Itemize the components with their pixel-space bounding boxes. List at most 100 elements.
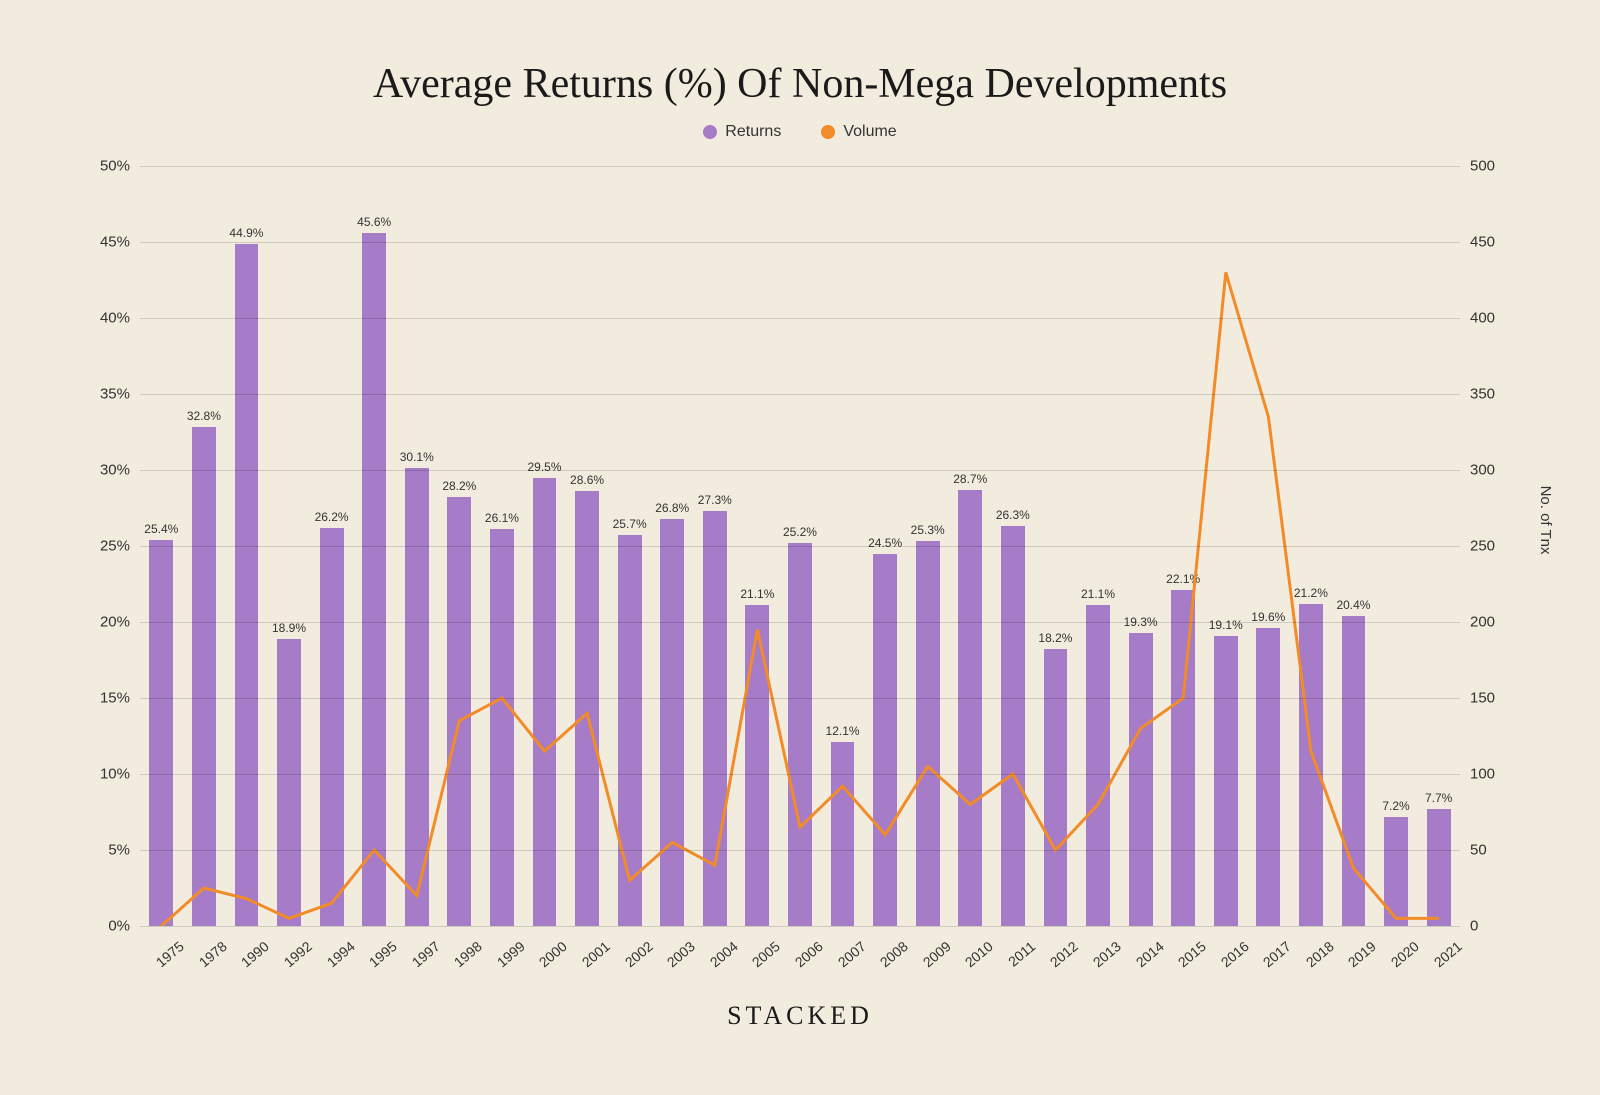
bar: 45.6% bbox=[362, 233, 386, 926]
bar-value-label: 7.2% bbox=[1382, 799, 1409, 813]
bar-value-label: 19.1% bbox=[1209, 618, 1243, 632]
grid-line bbox=[140, 242, 1460, 243]
y-left-tick: 0% bbox=[108, 918, 130, 935]
bar-value-label: 27.3% bbox=[698, 493, 732, 507]
bar-value-label: 45.6% bbox=[357, 215, 391, 229]
bar: 25.3% bbox=[916, 541, 940, 926]
x-tick-label: 2009 bbox=[919, 938, 953, 970]
y-right-tick: 50 bbox=[1470, 842, 1487, 859]
y-right-tick: 0 bbox=[1470, 918, 1478, 935]
legend-label-volume: Volume bbox=[843, 123, 896, 141]
x-tick-label: 1992 bbox=[281, 938, 315, 970]
y-left-tick: 25% bbox=[100, 538, 130, 555]
x-tick-label: 1995 bbox=[366, 938, 400, 970]
x-tick-label: 2003 bbox=[664, 938, 698, 970]
bar-value-label: 26.2% bbox=[315, 510, 349, 524]
bar-value-label: 12.1% bbox=[826, 724, 860, 738]
x-tick-label: 2021 bbox=[1430, 938, 1464, 970]
grid-line bbox=[140, 470, 1460, 471]
bar-value-label: 21.1% bbox=[1081, 587, 1115, 601]
bar: 26.8% bbox=[660, 519, 684, 926]
x-tick-label: 2011 bbox=[1005, 938, 1038, 970]
x-tick-label: 1990 bbox=[238, 938, 272, 970]
bar-value-label: 28.7% bbox=[953, 472, 987, 486]
bar: 28.2% bbox=[447, 497, 471, 926]
y-left-tick: 30% bbox=[100, 462, 130, 479]
bar-value-label: 25.2% bbox=[783, 525, 817, 539]
y-left-tick: 10% bbox=[100, 766, 130, 783]
bar: 24.5% bbox=[873, 554, 897, 926]
grid-line bbox=[140, 318, 1460, 319]
plot-area: 25.4%32.8%44.9%18.9%26.2%45.6%30.1%28.2%… bbox=[140, 166, 1460, 926]
y-right-tick: 100 bbox=[1470, 766, 1495, 783]
y-right-tick: 400 bbox=[1470, 310, 1495, 327]
bar: 21.2% bbox=[1299, 604, 1323, 926]
bar: 25.4% bbox=[149, 540, 173, 926]
grid-line bbox=[140, 622, 1460, 623]
grid-line bbox=[140, 774, 1460, 775]
legend-dot-returns bbox=[703, 125, 717, 139]
y-right-tick: 500 bbox=[1470, 158, 1495, 175]
x-tick-label: 2008 bbox=[877, 938, 911, 970]
grid-line bbox=[140, 850, 1460, 851]
legend-dot-volume bbox=[821, 125, 835, 139]
y-right-tick: 150 bbox=[1470, 690, 1495, 707]
legend-label-returns: Returns bbox=[725, 123, 781, 141]
x-tick-label: 2016 bbox=[1217, 938, 1251, 970]
legend-item-volume: Volume bbox=[821, 123, 896, 141]
bar: 18.2% bbox=[1044, 649, 1068, 926]
grid-line bbox=[140, 546, 1460, 547]
x-tick-label: 2001 bbox=[579, 938, 613, 970]
bar: 21.1% bbox=[1086, 605, 1110, 926]
y-left-tick: 20% bbox=[100, 614, 130, 631]
bar-value-label: 25.7% bbox=[613, 517, 647, 531]
y-right-tick: 250 bbox=[1470, 538, 1495, 555]
grid-line bbox=[140, 166, 1460, 167]
x-tick-label: 2010 bbox=[962, 938, 996, 970]
x-tick-label: 1998 bbox=[451, 938, 485, 970]
bar: 26.3% bbox=[1001, 526, 1025, 926]
bar: 25.2% bbox=[788, 543, 812, 926]
bar: 32.8% bbox=[192, 427, 216, 926]
grid-line bbox=[140, 698, 1460, 699]
bar-value-label: 28.2% bbox=[442, 479, 476, 493]
y-right-tick: 300 bbox=[1470, 462, 1495, 479]
y-right-title: No. of Tnx bbox=[1537, 486, 1554, 555]
bar: 22.1% bbox=[1171, 590, 1195, 926]
bar-value-label: 32.8% bbox=[187, 409, 221, 423]
x-tick-label: 2015 bbox=[1175, 938, 1209, 970]
bar: 27.3% bbox=[703, 511, 727, 926]
x-tick-label: 2020 bbox=[1388, 938, 1422, 970]
y-left-tick: 45% bbox=[100, 234, 130, 251]
x-tick-label: 2019 bbox=[1345, 938, 1379, 970]
bar-value-label: 26.3% bbox=[996, 508, 1030, 522]
grid-line bbox=[140, 394, 1460, 395]
x-tick-label: 2004 bbox=[707, 938, 741, 970]
bar: 19.1% bbox=[1214, 636, 1238, 926]
bar: 28.7% bbox=[958, 490, 982, 926]
chart-title: Average Returns (%) Of Non-Mega Developm… bbox=[60, 60, 1540, 108]
bar-value-label: 24.5% bbox=[868, 536, 902, 550]
x-tick-label: 2000 bbox=[536, 938, 570, 970]
y-right-tick: 350 bbox=[1470, 386, 1495, 403]
bar-value-label: 26.8% bbox=[655, 501, 689, 515]
bar-value-label: 18.2% bbox=[1038, 631, 1072, 645]
x-tick-label: 1997 bbox=[408, 938, 442, 970]
x-tick-label: 2006 bbox=[792, 938, 826, 970]
chart-container: Average Returns (%) Of Non-Mega Developm… bbox=[0, 0, 1600, 1095]
bar: 12.1% bbox=[831, 742, 855, 926]
y-right-tick: 200 bbox=[1470, 614, 1495, 631]
bar: 26.2% bbox=[320, 528, 344, 926]
bar-value-label: 44.9% bbox=[229, 226, 263, 240]
x-tick-label: 1999 bbox=[494, 938, 528, 970]
y-left-tick: 15% bbox=[100, 690, 130, 707]
x-tick-label: 2013 bbox=[1090, 938, 1124, 970]
brand-footer: STACKED bbox=[60, 1001, 1540, 1031]
bar: 20.4% bbox=[1342, 616, 1366, 926]
y-left-tick: 40% bbox=[100, 310, 130, 327]
y-right-tick: 450 bbox=[1470, 234, 1495, 251]
bar: 44.9% bbox=[235, 244, 259, 926]
bar: 26.1% bbox=[490, 529, 514, 926]
x-tick-label: 1975 bbox=[153, 938, 187, 970]
x-tick-label: 2014 bbox=[1132, 938, 1166, 970]
